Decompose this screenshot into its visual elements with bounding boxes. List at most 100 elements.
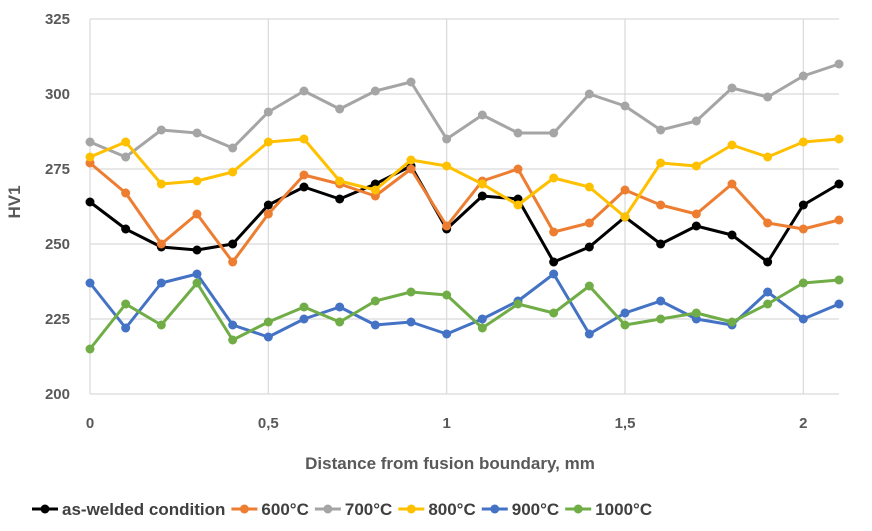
data-point <box>228 320 238 330</box>
series-line <box>89 161 840 264</box>
data-point <box>798 314 808 324</box>
data-point <box>335 302 345 312</box>
data-point <box>798 278 808 288</box>
data-point <box>263 107 273 117</box>
data-point <box>121 323 131 333</box>
data-point <box>477 191 487 201</box>
y-tick-label: 325 <box>45 11 70 28</box>
data-point <box>335 317 345 327</box>
data-point <box>549 128 559 138</box>
data-point <box>620 101 630 111</box>
data-point <box>370 86 380 96</box>
data-point <box>299 170 309 180</box>
data-point <box>620 320 630 330</box>
data-point <box>477 314 487 324</box>
data-point <box>121 152 131 162</box>
data-point <box>549 173 559 183</box>
data-point <box>763 152 773 162</box>
series-line <box>89 137 840 219</box>
data-point <box>834 275 844 285</box>
data-point <box>85 344 95 354</box>
data-point <box>763 92 773 102</box>
data-point <box>263 137 273 147</box>
data-point <box>798 137 808 147</box>
y-tick-label: 200 <box>45 386 70 403</box>
x-tick-label: 2 <box>799 415 807 432</box>
data-point <box>85 137 95 147</box>
axis-tick-labels: 200 225 250 275 300 325 0 0,5 1 1,5 2 <box>45 11 808 432</box>
legend: as-welded condition 600°C 700°C 800°C 900°C 1… <box>32 500 652 519</box>
data-point <box>228 239 238 249</box>
data-point <box>192 269 202 279</box>
data-point <box>691 221 701 231</box>
data-point <box>584 218 594 228</box>
data-point <box>727 140 737 150</box>
data-point <box>263 200 273 210</box>
x-tick-label: 0 <box>86 415 94 432</box>
data-point <box>335 194 345 204</box>
data-point <box>335 176 345 186</box>
data-point <box>834 179 844 189</box>
data-point <box>335 104 345 114</box>
data-point <box>727 179 737 189</box>
data-point <box>406 164 416 174</box>
data-point <box>370 185 380 195</box>
data-point <box>549 308 559 318</box>
data-point <box>656 158 666 168</box>
data-point <box>584 182 594 192</box>
data-point <box>406 77 416 87</box>
data-point <box>299 134 309 144</box>
data-point <box>656 200 666 210</box>
legend-label: 600°C <box>261 500 308 519</box>
y-axis-title: HV1 <box>5 185 24 218</box>
legend-label: 800°C <box>428 500 475 519</box>
data-point <box>691 116 701 126</box>
data-point <box>263 332 273 342</box>
data-point <box>477 179 487 189</box>
data-point <box>513 164 523 174</box>
data-point <box>727 230 737 240</box>
data-point <box>656 296 666 306</box>
data-point <box>620 308 630 318</box>
data-point <box>299 314 309 324</box>
data-point <box>299 86 309 96</box>
series-line <box>88 278 840 350</box>
series-line <box>88 272 840 339</box>
gridlines <box>89 18 839 395</box>
data-point <box>620 185 630 195</box>
data-point <box>763 257 773 267</box>
legend-swatch-marker <box>40 504 50 514</box>
data-point <box>406 317 416 327</box>
legend-label: 900°C <box>512 500 559 519</box>
data-series <box>85 59 844 354</box>
legend-item: 1000°C <box>565 500 652 519</box>
data-point <box>656 125 666 135</box>
data-point <box>121 299 131 309</box>
data-point <box>228 167 238 177</box>
legend-swatch-marker <box>406 504 416 514</box>
data-point <box>442 290 452 300</box>
data-point <box>85 278 95 288</box>
y-tick-label: 275 <box>45 161 70 178</box>
data-point <box>798 71 808 81</box>
data-point <box>513 200 523 210</box>
data-point <box>192 128 202 138</box>
data-point <box>442 221 452 231</box>
data-point <box>406 287 416 297</box>
data-point <box>549 257 559 267</box>
data-point <box>691 161 701 171</box>
data-point <box>620 212 630 222</box>
legend-label: as-welded condition <box>62 500 225 519</box>
legend-item: 800°C <box>398 500 476 519</box>
legend-item: as-welded condition <box>32 500 225 519</box>
data-point <box>121 224 131 234</box>
data-point <box>263 317 273 327</box>
data-point <box>549 227 559 237</box>
data-point <box>477 323 487 333</box>
series-3 <box>85 134 844 222</box>
data-point <box>513 128 523 138</box>
data-point <box>156 239 166 249</box>
data-point <box>763 218 773 228</box>
data-point <box>513 299 523 309</box>
